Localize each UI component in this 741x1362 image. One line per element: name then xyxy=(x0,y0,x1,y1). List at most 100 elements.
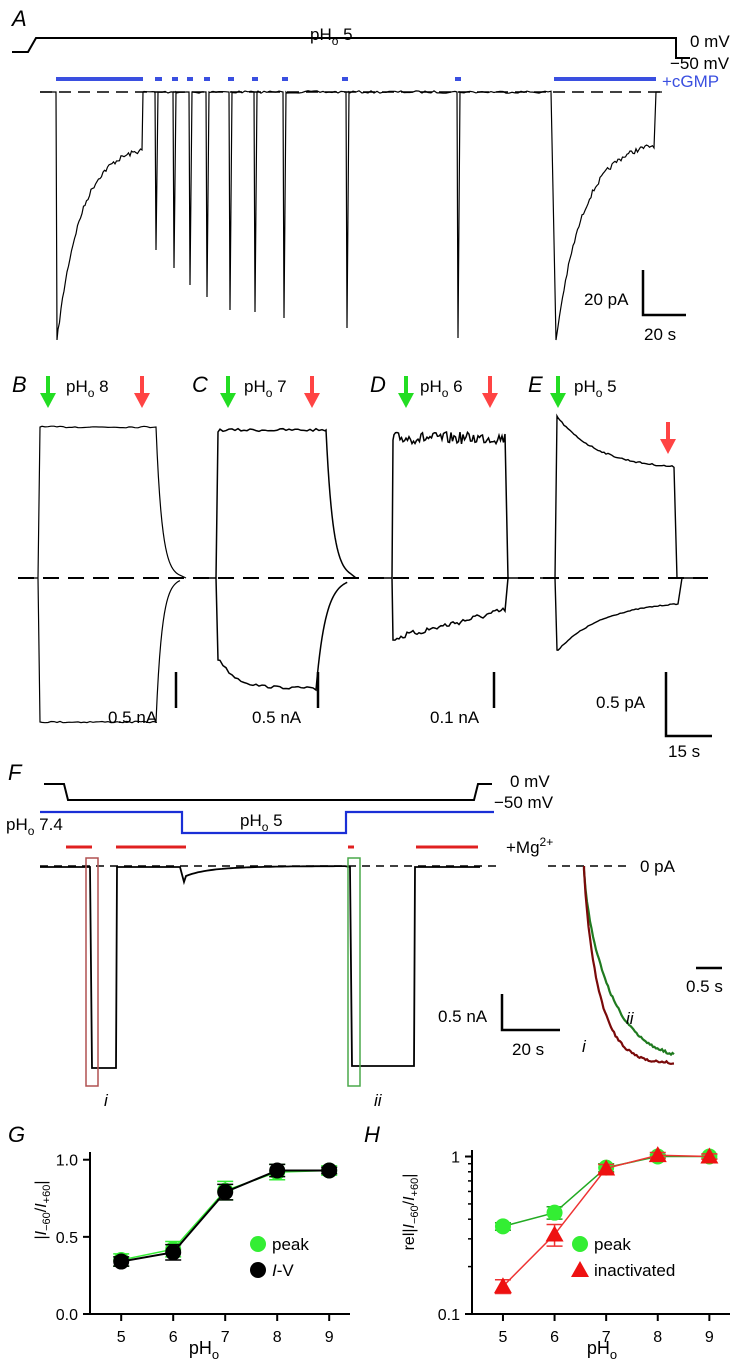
panel-label-e: E xyxy=(528,372,543,397)
point-inactivated-0 xyxy=(493,1277,512,1294)
marker-i-f: i xyxy=(104,1091,109,1110)
legend-label-peak-h: peak xyxy=(594,1235,631,1254)
inset-marker-i: i xyxy=(582,1037,587,1056)
scale-y-label-f: 0.5 nA xyxy=(438,1007,488,1026)
x-tick-label-3: 8 xyxy=(273,1329,282,1346)
y-tick-label-0: 0.0 xyxy=(56,1307,78,1324)
x-tick-label-1: 6 xyxy=(169,1329,178,1346)
x-tick-label-4: 9 xyxy=(325,1329,334,1346)
panel-label-c: C xyxy=(192,372,208,397)
legend-marker-inactivated xyxy=(571,1261,589,1277)
point-I-V-0 xyxy=(113,1253,130,1270)
trace-d xyxy=(376,430,520,641)
box-i xyxy=(85,857,99,1087)
red-arrow-1 xyxy=(304,376,320,408)
legend-marker-peak xyxy=(572,1236,588,1252)
x-tick-label-2: 7 xyxy=(221,1329,230,1346)
ph-mid-label-f: pHo 5 xyxy=(240,811,283,834)
mg-label: +Mg2+ xyxy=(506,835,553,857)
x-tick-label-3: 8 xyxy=(653,1329,662,1346)
panel-label-f: F xyxy=(8,760,23,785)
current-trace-a xyxy=(40,90,662,341)
ph-label-d: pHo 6 xyxy=(420,377,463,400)
x-tick-label-2: 7 xyxy=(602,1329,611,1346)
inset-scale-label: 0.5 s xyxy=(686,977,723,996)
ph-label-c: pHo 7 xyxy=(244,377,287,400)
scale-y-label-a: 20 pA xyxy=(584,290,629,309)
point-I-V-1 xyxy=(165,1244,182,1261)
inset-marker-ii: ii xyxy=(626,1009,635,1028)
series-I-V xyxy=(113,1162,338,1270)
v-hold-label-a: 0 mV xyxy=(690,32,730,51)
panel-label-g: G xyxy=(8,1122,25,1147)
ph-start-label-f: pHo 7.4 xyxy=(6,815,63,838)
scale-label-e: 0.5 pA xyxy=(596,693,646,712)
scale-x-label-a: 20 s xyxy=(644,325,676,344)
x-tick-label-0: 5 xyxy=(499,1329,508,1346)
scale-bar-f xyxy=(500,994,560,1032)
point-I-V-2 xyxy=(217,1184,234,1201)
solution-exchange-arrows xyxy=(40,376,676,454)
point-peak-0 xyxy=(494,1218,511,1235)
y-axis-label-g: |I−60/I+60| xyxy=(33,1180,53,1239)
green-arrow-0 xyxy=(40,376,56,408)
panel-label-d: D xyxy=(370,372,386,397)
trace-b xyxy=(18,425,187,724)
legend-label-iv-g: I-V xyxy=(272,1261,294,1280)
y-axis-label-h: rel|I−60/I+60| xyxy=(401,1174,421,1251)
legend-marker-peak xyxy=(250,1236,266,1252)
scale-bar-a xyxy=(641,270,686,317)
scale-bar-e xyxy=(664,672,712,738)
axes-G xyxy=(89,1152,350,1315)
v-step-label-f: −50 mV xyxy=(494,793,554,812)
inset-trace-ii xyxy=(582,866,675,1057)
point-I-V-3 xyxy=(269,1162,286,1179)
legend-marker-I-V xyxy=(250,1262,266,1278)
scale-x-label-f: 20 s xyxy=(512,1040,544,1059)
v-step-label-a: −50 mV xyxy=(670,54,730,73)
ph-label-b: pHo 8 xyxy=(66,377,109,400)
chart-h: 5 6 7 8 9 0.1 1 xyxy=(438,1146,730,1346)
panel-label-b: B xyxy=(12,372,27,397)
ph-protocol-f xyxy=(40,810,494,835)
x-tick-label-0: 5 xyxy=(117,1329,126,1346)
panel-label-h: H xyxy=(364,1122,380,1147)
voltage-protocol-f xyxy=(44,783,492,801)
y-tick-label-1: 0.5 xyxy=(56,1230,78,1247)
inset-trace-i xyxy=(582,866,675,1066)
scale-label-c: 0.5 nA xyxy=(252,708,302,727)
chart-g: 5 6 7 8 9 0.0 0.5 1.0 xyxy=(56,1152,350,1346)
current-trace-f xyxy=(40,865,480,1069)
trace-c xyxy=(200,427,357,692)
y-tick-label-2: 1.0 xyxy=(56,1153,78,1170)
cgmp-label: +cGMP xyxy=(662,72,719,91)
y-tick-label-1: 1 xyxy=(451,1150,460,1167)
v-hold-label-f: 0 mV xyxy=(510,772,550,791)
point-inactivated-1 xyxy=(545,1225,564,1242)
trace-e xyxy=(540,413,700,651)
green-arrow-2 xyxy=(398,376,414,408)
point-inactivated-4 xyxy=(700,1147,719,1164)
green-arrow-3 xyxy=(550,376,566,408)
marker-ii-f: ii xyxy=(374,1091,383,1110)
point-I-V-4 xyxy=(321,1162,338,1179)
legend-label-peak-g: peak xyxy=(272,1235,309,1254)
time-scale-label-e: 15 s xyxy=(668,742,700,761)
red-arrow-2 xyxy=(482,376,498,408)
red-arrow-0 xyxy=(134,376,150,408)
red-arrow-3 xyxy=(660,422,676,454)
x-tick-label-4: 9 xyxy=(705,1329,714,1346)
ph-label-e: pHo 5 xyxy=(574,377,617,400)
box-ii xyxy=(347,857,361,1087)
point-inactivated-2 xyxy=(597,1159,616,1176)
scale-label-b: 0.5 nA xyxy=(108,708,158,727)
y-tick-label-0: 0.1 xyxy=(438,1307,460,1324)
point-peak-1 xyxy=(546,1204,563,1221)
x-axis-label-g: pHo xyxy=(189,1338,219,1362)
x-tick-label-1: 6 xyxy=(550,1329,559,1346)
panel-label-a: A xyxy=(10,6,27,31)
scale-label-d: 0.1 nA xyxy=(430,708,480,727)
voltage-protocol-a xyxy=(12,37,690,59)
series-inactivated xyxy=(493,1146,719,1295)
